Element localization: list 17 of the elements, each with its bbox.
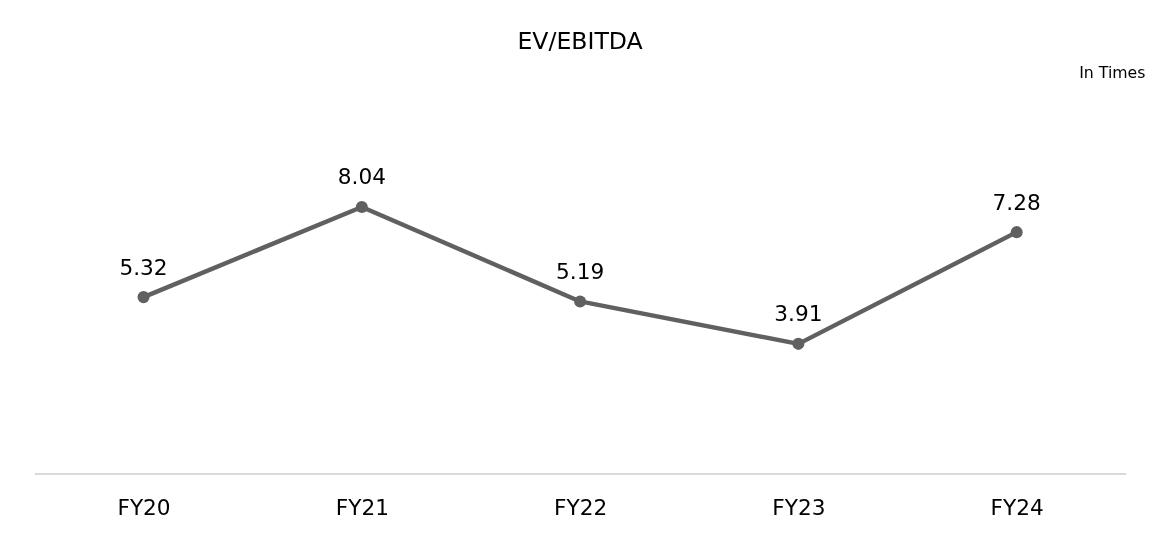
- chart-title: EV/EBITDA: [517, 26, 643, 55]
- data-label: 5.32: [119, 254, 168, 280]
- x-tick-label: FY22: [554, 495, 608, 521]
- data-label: 5.19: [556, 258, 605, 284]
- x-tick-label: FY20: [117, 495, 171, 521]
- data-label: 7.28: [992, 189, 1041, 215]
- x-tick-label: FY23: [772, 495, 826, 521]
- x-tick-label: FY21: [335, 495, 389, 521]
- x-tick-label: FY24: [990, 495, 1044, 521]
- point: [355, 200, 368, 213]
- point: [574, 295, 587, 308]
- data-label: 3.91: [774, 301, 823, 327]
- point: [1010, 226, 1023, 239]
- data-label: 8.04: [337, 164, 386, 190]
- text: In Times: [1079, 63, 1146, 83]
- point: [137, 291, 150, 304]
- point: [792, 337, 805, 350]
